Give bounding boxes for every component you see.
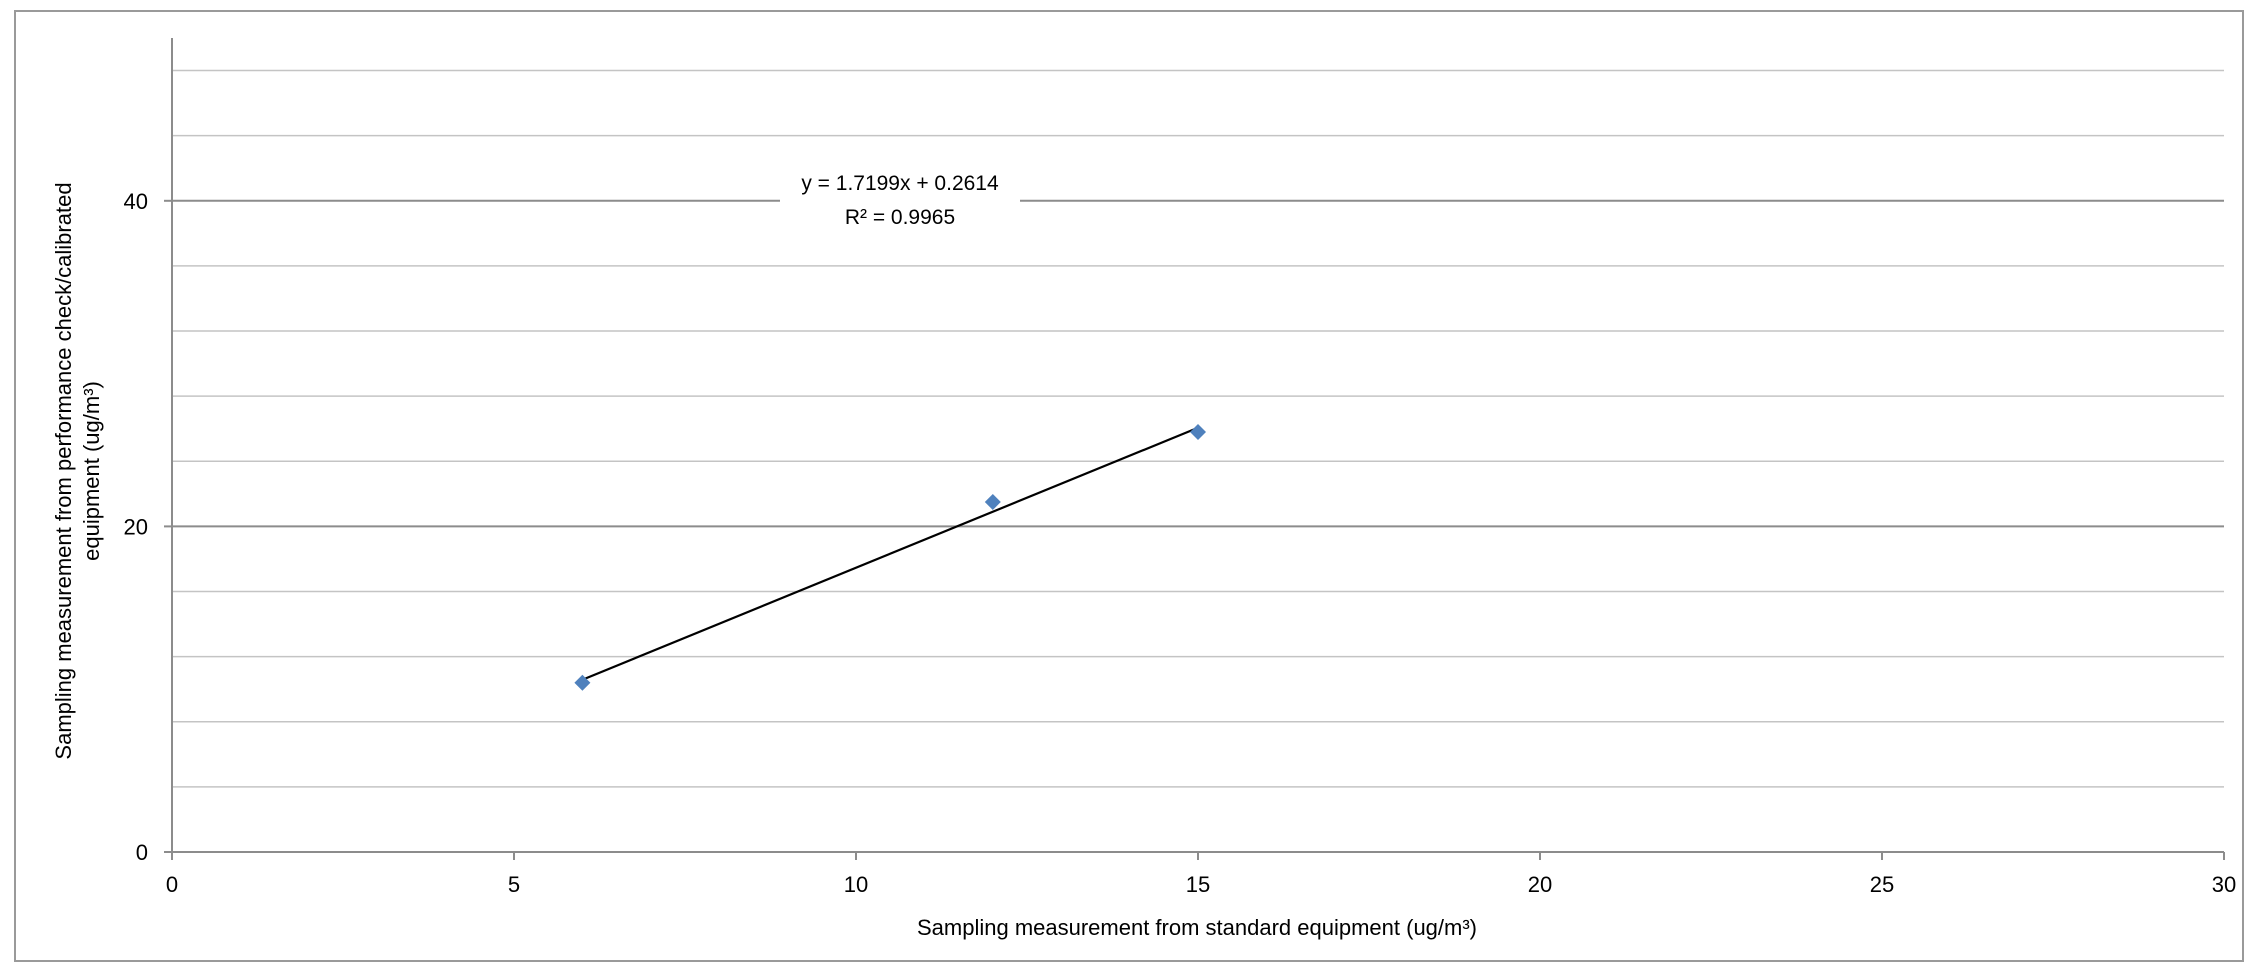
data-points <box>574 423 1206 691</box>
gridlines <box>172 69 2224 788</box>
x-tick-label: 5 <box>508 872 520 897</box>
x-tick-label: 25 <box>1870 872 1894 897</box>
y-axis-title-line-2: equipment (ug/m³) <box>79 381 104 561</box>
trendline-equation: y = 1.7199x + 0.2614 <box>801 172 999 195</box>
data-point-marker <box>574 674 591 691</box>
axes <box>164 38 2225 860</box>
y-axis-title-line-1: Sampling measurement from performance ch… <box>51 182 76 759</box>
trendline-label-background <box>780 165 1020 233</box>
trendline-label: y = 1.7199x + 0.2614 R² = 0.9965 <box>780 165 1020 233</box>
trendline-group <box>581 426 1199 681</box>
trendline <box>581 426 1199 681</box>
x-tick-label: 15 <box>1186 872 1210 897</box>
x-tick-label: 20 <box>1528 872 1552 897</box>
x-tick-label: 10 <box>844 872 868 897</box>
y-tick-label: 0 <box>136 840 148 865</box>
y-tick-label: 40 <box>124 189 148 214</box>
tick-labels: 0 5 10 15 20 25 30 0 20 40 <box>124 189 2237 897</box>
y-tick-label: 20 <box>124 514 148 539</box>
x-tick-label: 0 <box>166 872 178 897</box>
x-tick-label: 30 <box>2212 872 2236 897</box>
data-point-marker <box>984 493 1001 510</box>
chart-area-border <box>14 10 2244 962</box>
x-axis-title: Sampling measurement from standard equip… <box>917 915 1477 940</box>
trendline-r-squared: R² = 0.9965 <box>845 206 955 229</box>
data-point-marker <box>1190 423 1206 440</box>
